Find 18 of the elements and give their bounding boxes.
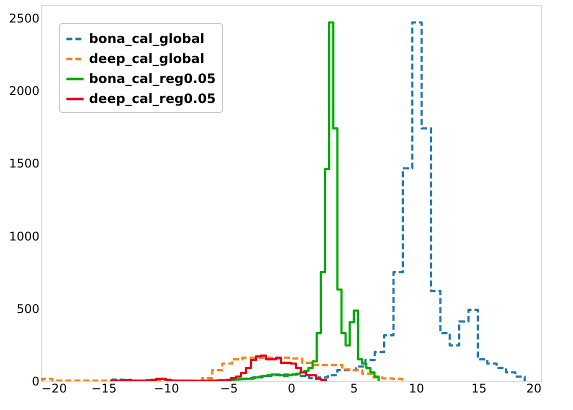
legend-label: deep_cal_global [89,52,204,67]
x-tick-label: −15 [91,382,117,396]
x-tick-label: 10 [408,382,424,396]
x-tick-label: −5 [220,382,238,396]
x-tick-label: −20 [42,382,67,396]
y-tick-label: 500 [16,302,40,316]
y-tick-label: 1500 [8,156,40,171]
legend-label: bona_cal_reg0.05 [89,72,216,87]
y-tick-label: 1000 [8,229,40,244]
legend-label: deep_cal_reg0.05 [89,92,216,107]
x-tick-label: 5 [350,382,358,396]
legend-label: bona_cal_global [89,32,204,47]
y-tick-label: 2000 [8,84,40,98]
x-tick-label: 0 [288,382,296,396]
x-tick-label: −10 [154,382,180,396]
x-tick-label: 15 [471,382,487,396]
y-tick-label: 2500 [8,12,40,26]
x-tick-label: 20 [526,382,542,396]
